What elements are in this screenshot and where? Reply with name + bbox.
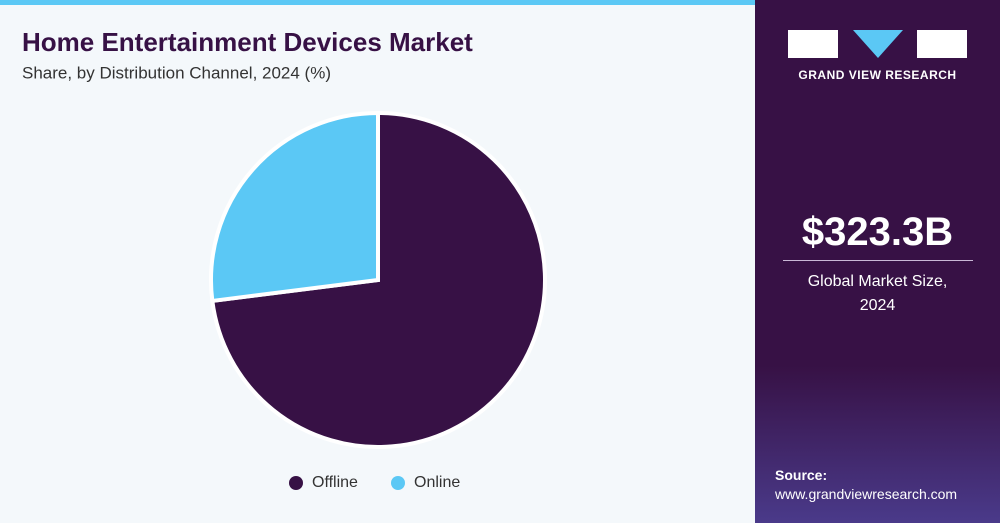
divider [783,260,973,261]
logo [788,30,967,58]
logo-block [788,30,838,58]
market-label: Global Market Size, 2024 [807,273,948,314]
logo-block [853,30,903,58]
sidebar: GRAND VIEW RESEARCH $323.3B Global Marke… [755,0,1000,523]
legend-label: Online [414,474,460,491]
chart-title: Home Entertainment Devices Market [22,27,473,57]
legend-label: Offline [312,474,358,491]
market-size: $323.3B [801,210,954,254]
logo-block [917,30,967,58]
brand: GRAND VIEW RESEARCH [798,68,957,82]
source: Source: www.grandviewresearch.com [775,466,957,504]
legend-marker [289,476,303,490]
chart: Home Entertainment Devices Market Share,… [22,27,547,491]
source-url: www.grandviewresearch.com [775,486,958,502]
pie-slice [209,110,380,304]
chart-subtitle: Share, by Distribution Channel, 2024 (%) [22,63,331,82]
top-bar [0,0,755,5]
legend-marker [391,476,405,490]
source-label: Source: [775,467,828,483]
